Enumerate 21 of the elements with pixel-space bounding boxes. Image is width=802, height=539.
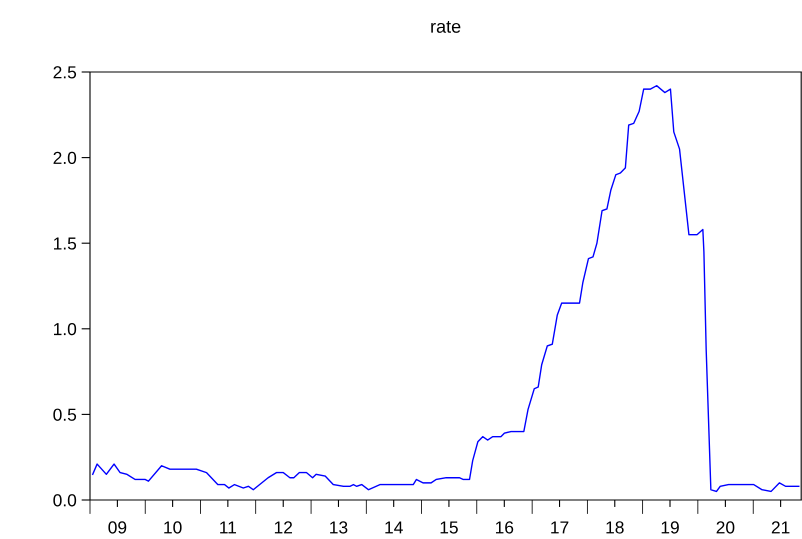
line-series <box>92 85 800 492</box>
x-tick-label: 15 <box>440 521 458 534</box>
x-tick-label: 10 <box>164 521 182 534</box>
x-tick-label: 21 <box>772 521 790 534</box>
x-tick-label: 14 <box>385 521 403 534</box>
y-tick-label: 2.0 <box>54 152 76 164</box>
x-tick-label: 09 <box>108 521 126 534</box>
y-tick-label: 2.5 <box>54 66 76 78</box>
y-tick-label: 1.0 <box>54 322 76 336</box>
y-tick-label: 1.5 <box>54 238 76 250</box>
y-tick-label: 0.0 <box>53 494 76 506</box>
x-tick-label: 20 <box>716 521 734 534</box>
x-tick-label: 12 <box>274 521 292 534</box>
x-tick-label: 13 <box>330 521 348 534</box>
x-tick-label: 19 <box>662 521 679 534</box>
y-tick-label: 0.5 <box>53 408 76 421</box>
x-tick-label: 18 <box>606 521 624 534</box>
x-tick-label: 16 <box>496 521 514 534</box>
chart-title: rate <box>431 20 460 33</box>
x-tick-label: 17 <box>551 521 568 534</box>
x-tick-label: 11 <box>220 521 236 534</box>
